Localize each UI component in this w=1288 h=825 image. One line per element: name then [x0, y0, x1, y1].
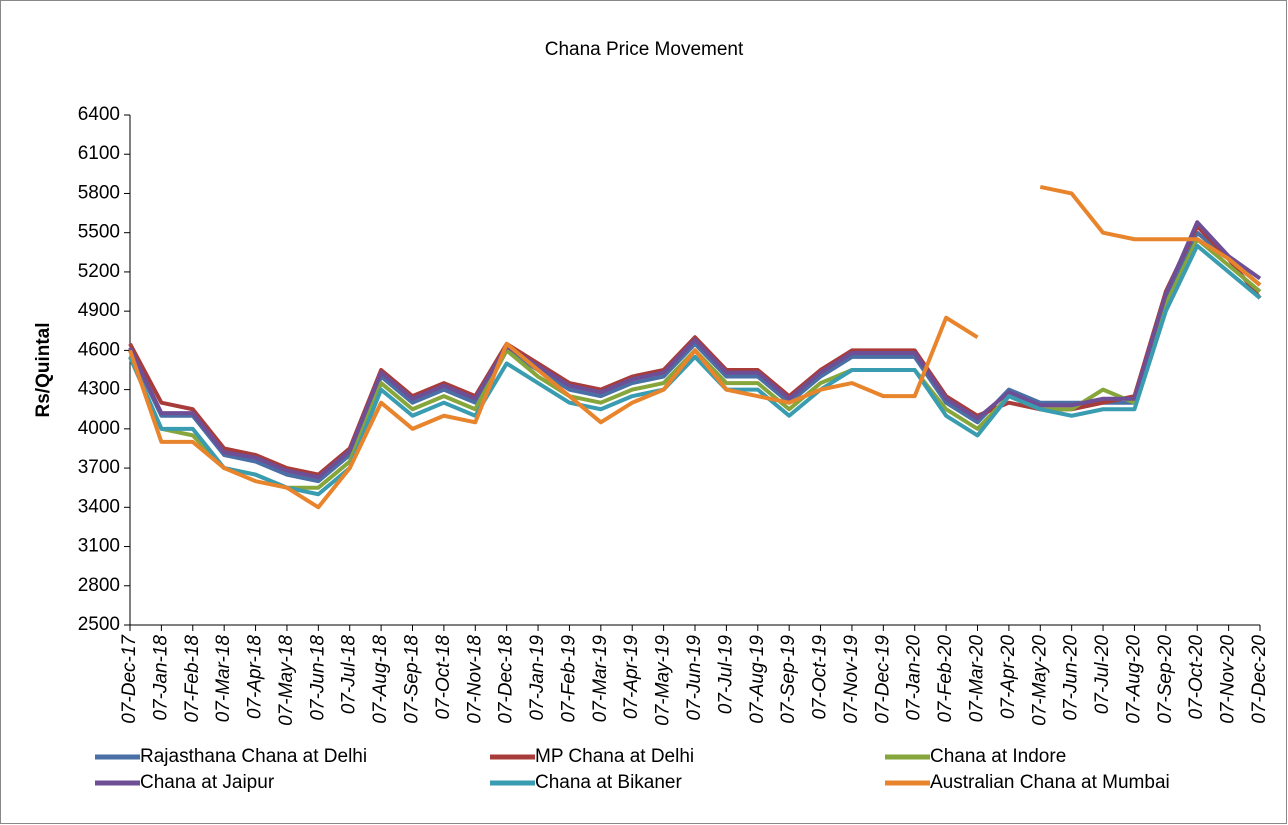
x-tick-label: 07-Feb-18 [182, 635, 203, 723]
x-tick-label: 07-Dec-20 [1249, 635, 1270, 724]
x-tick-label: 07-Sep-18 [402, 635, 423, 724]
x-tick-label: 07-Jan-18 [150, 635, 171, 721]
y-tick-label: 3700 [78, 457, 120, 478]
y-tick-label: 6400 [78, 104, 120, 125]
legend-label: Chana at Indore [930, 746, 1066, 767]
series-line [128, 243, 1262, 497]
y-tick-label: 2500 [78, 614, 120, 635]
x-tick-label: 07-Dec-17 [119, 634, 140, 724]
y-tick-label: 4600 [78, 339, 120, 360]
x-tick-label: 07-Jan-19 [527, 635, 548, 721]
y-tick-label: 4900 [78, 300, 120, 321]
x-tick-label: 07-Mar-20 [967, 635, 988, 723]
y-axis-label: Rs/Quintal [33, 322, 54, 417]
x-tick-label: 07-Jul-19 [715, 635, 736, 715]
x-tick-label: 07-Apr-18 [245, 635, 266, 720]
x-tick-label: 07-May-20 [1029, 635, 1050, 726]
legend-label: MP Chana at Delhi [535, 746, 694, 767]
y-tick-label: 2800 [78, 575, 120, 596]
x-tick-label: 07-Oct-20 [1186, 635, 1207, 720]
x-tick-label: 07-Feb-19 [558, 635, 579, 723]
x-tick-label: 07-Jun-20 [1061, 635, 1082, 721]
y-tick-label: 3100 [78, 536, 120, 557]
x-tick-label: 07-Nov-20 [1218, 635, 1239, 724]
x-tick-label: 07-Jun-19 [684, 635, 705, 721]
x-tick-label: 07-Oct-18 [433, 635, 454, 720]
x-tick-label: 07-Sep-19 [778, 635, 799, 724]
x-tick-label: 07-Jan-20 [904, 635, 925, 721]
y-tick-label: 4000 [78, 418, 120, 439]
y-tick-label: 6100 [78, 143, 120, 164]
y-tick-label: 5800 [78, 182, 120, 203]
series-line [128, 184, 1262, 510]
series-line [128, 230, 1262, 484]
y-tick-label: 3400 [78, 496, 120, 517]
x-tick-label: 07-Oct-19 [810, 635, 831, 720]
x-tick-label: 07-Dec-18 [496, 635, 517, 724]
legend-label: Rajasthana Chana at Delhi [140, 746, 367, 767]
series-line [128, 220, 1262, 480]
y-tick-label: 4300 [78, 379, 120, 400]
x-tick-label: 07-Aug-20 [1123, 635, 1144, 724]
legend-label: Australian Chana at Mumbai [930, 772, 1170, 793]
y-tick-label: 5200 [78, 261, 120, 282]
x-tick-label: 07-May-18 [276, 635, 297, 726]
x-tick-label: 07-Jul-20 [1092, 635, 1113, 715]
x-tick-label: 07-Jun-18 [307, 635, 328, 721]
x-tick-label: 07-Mar-19 [590, 635, 611, 723]
x-tick-label: 07-Apr-20 [998, 635, 1019, 720]
x-tick-label: 07-Aug-19 [747, 635, 768, 724]
legend-label: Chana at Bikaner [535, 772, 682, 793]
x-tick-label: 07-Feb-20 [935, 635, 956, 723]
x-tick-label: 07-May-19 [653, 635, 674, 726]
x-tick-label: 07-Nov-18 [464, 635, 485, 724]
legend-label: Chana at Jaipur [140, 772, 275, 793]
y-tick-label: 5500 [78, 222, 120, 243]
x-tick-label: 07-Mar-18 [213, 635, 234, 723]
x-tick-label: 07-Jul-18 [339, 635, 360, 715]
x-tick-label: 07-Dec-19 [872, 635, 893, 724]
x-tick-label: 07-Nov-19 [841, 635, 862, 724]
chart-title: Chana Price Movement [545, 39, 744, 60]
x-tick-label: 07-Aug-18 [370, 635, 391, 724]
x-tick-label: 07-Apr-19 [621, 635, 642, 720]
x-tick-label: 07-Sep-20 [1155, 635, 1176, 724]
